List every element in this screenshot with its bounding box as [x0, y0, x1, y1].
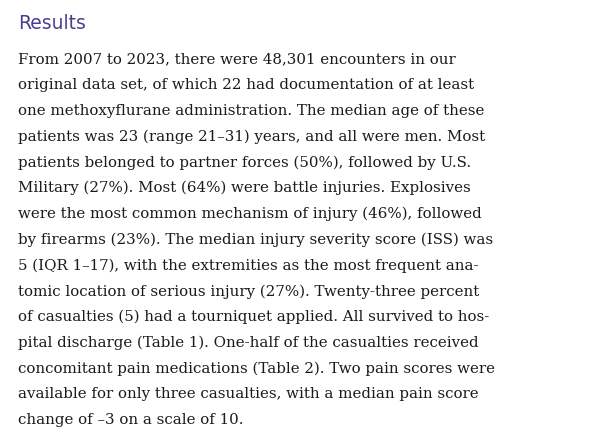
Text: were the most common mechanism of injury (46%), followed: were the most common mechanism of injury…	[18, 207, 482, 221]
Text: From 2007 to 2023, there were 48,301 encounters in our: From 2007 to 2023, there were 48,301 enc…	[18, 52, 455, 66]
Text: of casualties (5) had a tourniquet applied. All survived to hos-: of casualties (5) had a tourniquet appli…	[18, 310, 489, 324]
Text: 5 (IQR 1–17), with the extremities as the most frequent ana-: 5 (IQR 1–17), with the extremities as th…	[18, 259, 478, 273]
Text: patients was 23 (range 21–31) years, and all were men. Most: patients was 23 (range 21–31) years, and…	[18, 130, 485, 144]
Text: original data set, of which 22 had documentation of at least: original data set, of which 22 had docum…	[18, 78, 474, 92]
Text: concomitant pain medications (Table 2). Two pain scores were: concomitant pain medications (Table 2). …	[18, 362, 495, 376]
Text: patients belonged to partner forces (50%), followed by U.S.: patients belonged to partner forces (50%…	[18, 155, 471, 170]
Text: Results: Results	[18, 14, 86, 33]
Text: by firearms (23%). The median injury severity score (ISS) was: by firearms (23%). The median injury sev…	[18, 232, 493, 247]
Text: pital discharge (Table 1). One-half of the casualties received: pital discharge (Table 1). One-half of t…	[18, 336, 478, 350]
Text: Military (27%). Most (64%) were battle injuries. Explosives: Military (27%). Most (64%) were battle i…	[18, 181, 471, 195]
Text: available for only three casualties, with a median pain score: available for only three casualties, wit…	[18, 387, 478, 401]
Text: one methoxyflurane administration. The median age of these: one methoxyflurane administration. The m…	[18, 103, 484, 118]
Text: tomic location of serious injury (27%). Twenty-three percent: tomic location of serious injury (27%). …	[18, 284, 479, 299]
Text: change of –3 on a scale of 10.: change of –3 on a scale of 10.	[18, 413, 244, 427]
